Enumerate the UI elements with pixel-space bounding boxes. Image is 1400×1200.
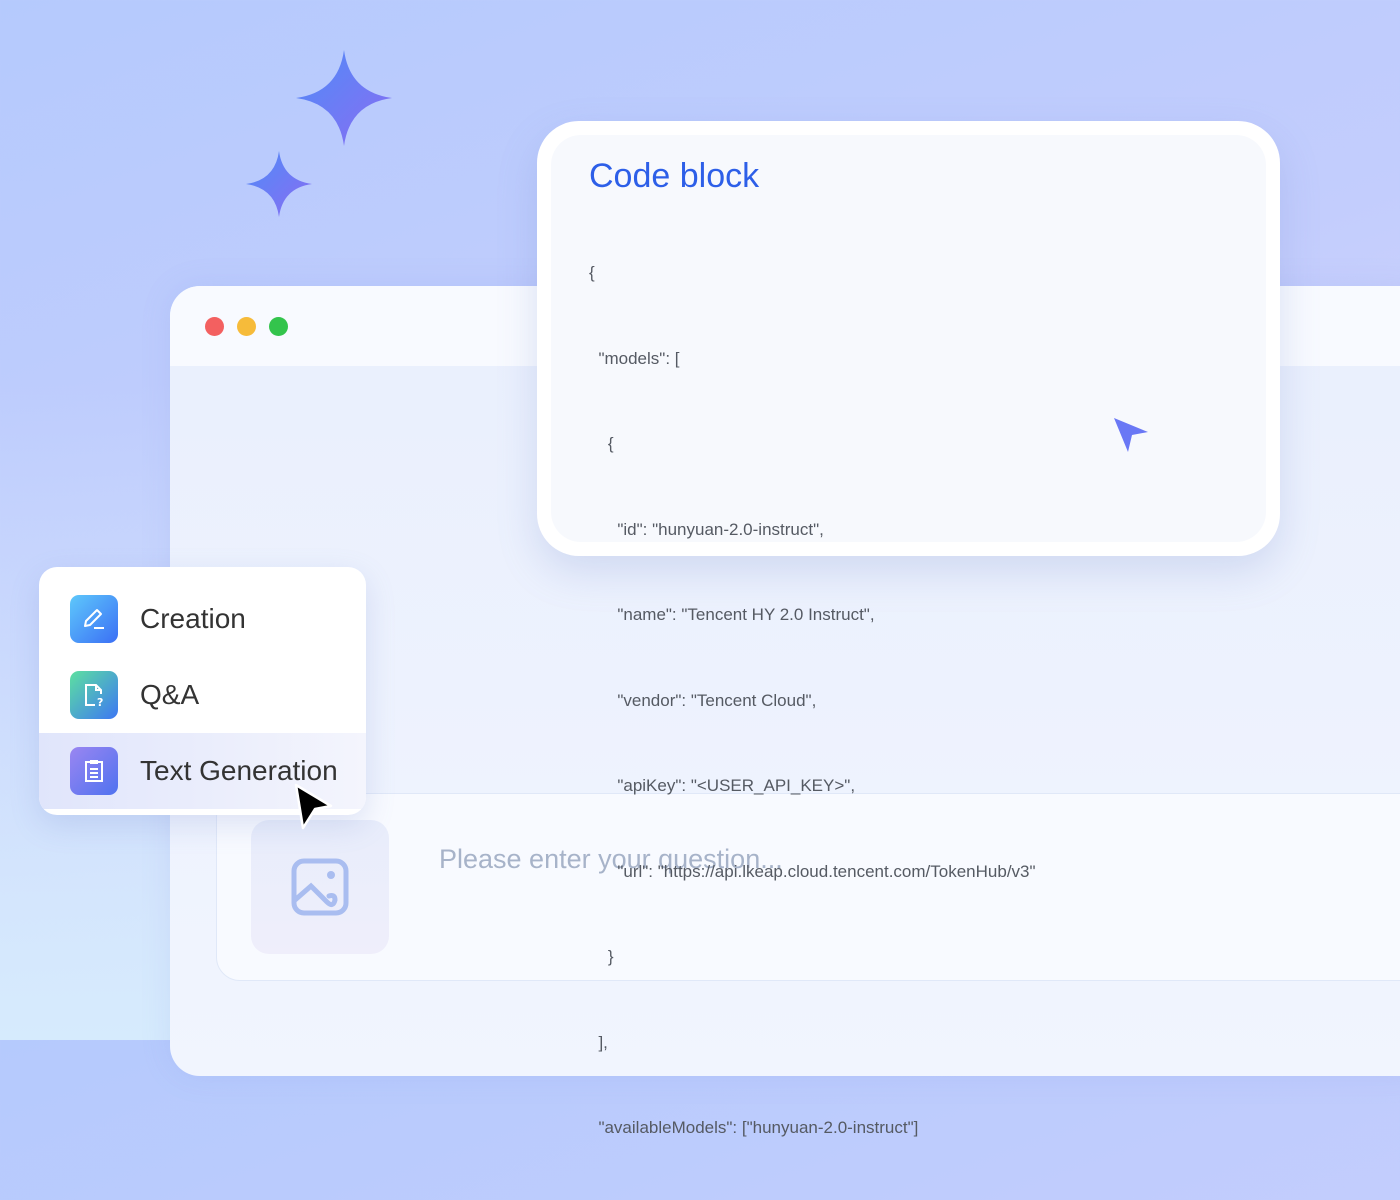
menu-item-qa[interactable]: ? Q&A <box>39 657 366 733</box>
sparkle-icon <box>246 151 312 217</box>
question-input-placeholder[interactable]: Please enter your question... <box>439 844 783 874</box>
document-question-icon: ? <box>70 671 118 719</box>
menu-item-label: Creation <box>140 603 246 634</box>
code-line: "availableModels": ["hunyuan-2.0-instruc… <box>589 1118 919 1137</box>
svg-text:?: ? <box>97 696 103 709</box>
code-line: { <box>589 434 614 453</box>
code-block-card: Code block { "models": [ { "id": "hunyua… <box>537 121 1280 1137</box>
code-line: "url": "https://api.lkeap.cloud.tencent.… <box>589 861 1036 881</box>
code-line: "name": "Tencent HY 2.0 Instruct", <box>589 605 875 624</box>
upload-image-button[interactable] <box>251 820 389 954</box>
menu-item-label: Text Generation <box>140 755 338 786</box>
code-content: { "models": [ { "id": "hunyuan-2.0-instr… <box>589 202 1228 1200</box>
pencil-icon <box>70 595 118 643</box>
code-line: "models": [ <box>589 348 680 368</box>
arrow-cursor-icon <box>294 783 333 830</box>
code-block-title: Code block <box>589 157 760 195</box>
image-icon <box>291 858 349 916</box>
code-line: ], <box>589 1032 608 1052</box>
maximize-window-button[interactable] <box>269 317 288 336</box>
minimize-window-button[interactable] <box>237 317 256 336</box>
clipboard-list-icon <box>70 747 118 795</box>
code-line: } <box>589 947 614 966</box>
close-window-button[interactable] <box>205 317 224 336</box>
mode-menu: Creation ? Q&A Text Generation <box>39 567 366 815</box>
sparkle-icon <box>296 50 392 146</box>
menu-item-label: Q&A <box>140 679 200 710</box>
question-input-box[interactable]: Please enter your question... <box>216 793 1400 981</box>
code-line: "apiKey": "<USER_API_KEY>", <box>589 776 856 795</box>
code-line: "id": "hunyuan-2.0-instruct", <box>589 519 824 539</box>
code-line: "vendor": "Tencent Cloud", <box>589 690 817 710</box>
pointer-cursor-icon <box>1114 418 1148 452</box>
menu-item-creation[interactable]: Creation <box>39 581 366 657</box>
code-line: { <box>589 263 595 282</box>
